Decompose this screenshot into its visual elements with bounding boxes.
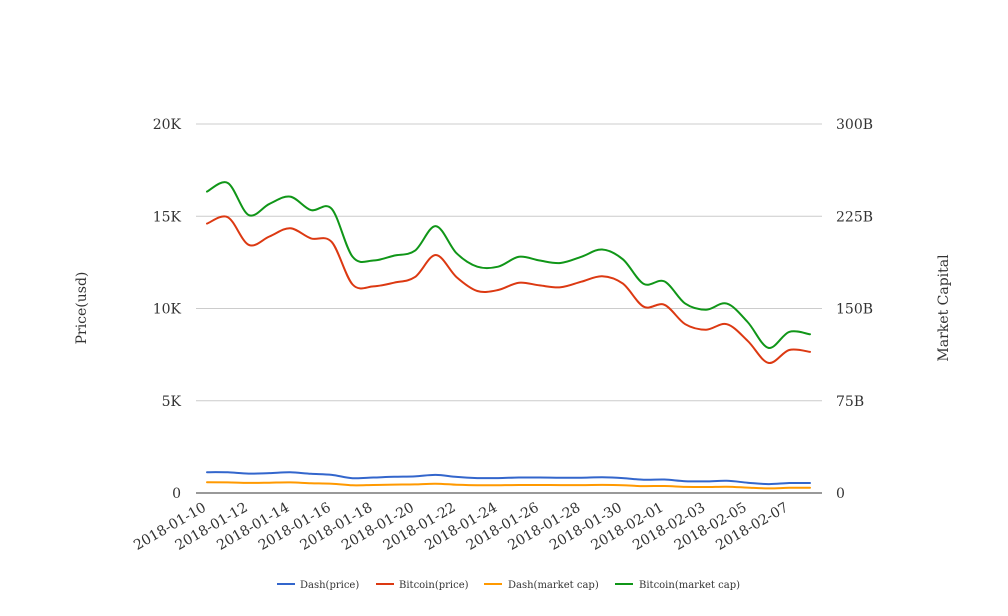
y-right-tick-label: 300B (836, 117, 873, 133)
y-right-tick-label: 150B (836, 302, 873, 318)
y-right-tick-label: 75B (836, 394, 864, 410)
legend-label-bitcoin-price: Bitcoin(price) (399, 580, 469, 591)
series-line-dash-market-cap (206, 481, 811, 490)
y-axis-right-title: Market Capital (936, 254, 952, 362)
y-left-tick-label: 15K (153, 209, 182, 225)
gridlines (196, 123, 822, 494)
y-right-tick-label: 0 (836, 486, 845, 502)
series-line-bitcoin-market-cap (206, 181, 811, 349)
series-lines (206, 181, 811, 490)
y-right-tick-label: 225B (836, 209, 873, 225)
series-line-bitcoin-price (206, 215, 811, 364)
y-left-tick-label: 20K (153, 117, 182, 133)
legend-label-dash-price: Dash(price) (300, 580, 359, 591)
y-left-tick-label: 10K (153, 302, 182, 318)
legend: Dash(price) Bitcoin(price) Dash(market cap… (277, 580, 740, 591)
legend-label-bitcoin-market-cap: Bitcoin(market cap) (639, 580, 740, 591)
y-axis-left-title: Price(usd) (74, 272, 90, 345)
y-left-tick-label: 5K (162, 394, 182, 410)
y-left-tick-label: 0 (172, 486, 181, 502)
legend-label-dash-market-cap: Dash(market cap) (508, 580, 599, 591)
series-line-dash-price (206, 471, 811, 486)
